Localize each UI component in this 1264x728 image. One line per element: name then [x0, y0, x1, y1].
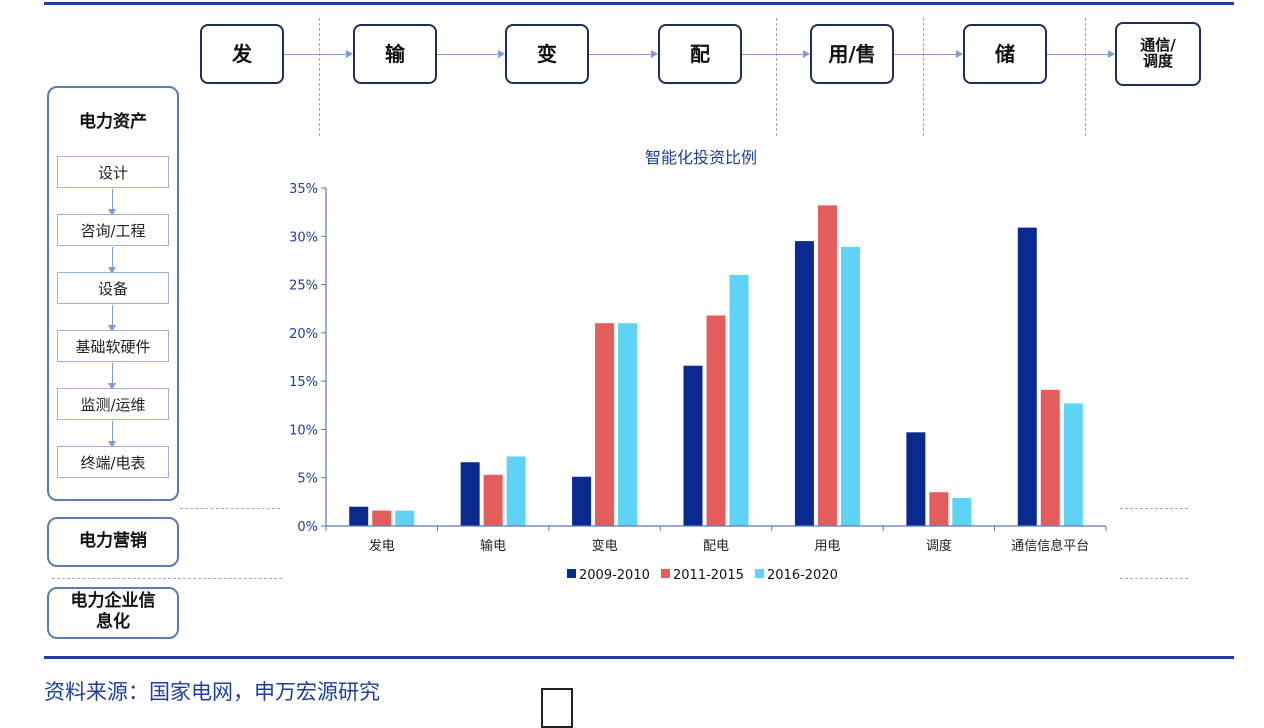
flow-arrow	[742, 49, 810, 58]
asset-item-terminal: 终端/电表	[57, 446, 169, 478]
x-tick-label: 通信信息平台	[1011, 538, 1089, 554]
separator-line	[1085, 18, 1086, 136]
down-arrow	[107, 305, 116, 332]
flow-arrow	[589, 49, 658, 58]
bar	[683, 365, 703, 526]
x-tick-label: 发电	[369, 538, 395, 554]
stage-storage: 储	[963, 24, 1047, 84]
separator-line	[923, 18, 924, 136]
bar	[618, 323, 638, 526]
asset-item-equipment: 设备	[57, 272, 169, 304]
y-tick-label: 15%	[289, 375, 318, 390]
legend-swatch	[755, 569, 764, 578]
legend-label: 2009-2010	[579, 568, 650, 583]
marketing-panel-title: 电力营销	[79, 531, 147, 551]
bar	[460, 462, 480, 526]
informatization-panel: 电力企业信 息化	[47, 587, 179, 639]
bar	[595, 323, 615, 526]
y-tick-label: 25%	[289, 279, 318, 294]
asset-panel-title: 电力资产	[79, 112, 147, 132]
x-axis: 发电 输电 变电 配电 用电 调度 通信信息平台	[325, 525, 1107, 554]
bar	[906, 432, 926, 526]
stage-consumption: 用/售	[810, 24, 894, 84]
legend-label: 2011-2015	[673, 568, 744, 583]
legend-swatch	[661, 569, 670, 578]
asset-item-monitoring: 监测/运维	[57, 388, 169, 420]
asset-panel: 电力资产 设计 咨询/工程 设备 基础软硬件 监测/运维 终端/电表	[47, 86, 179, 501]
separator-line	[1120, 578, 1188, 579]
flow-arrow	[1047, 49, 1115, 58]
down-arrow	[107, 189, 116, 216]
legend: 2009-2010 2011-2015 2016-2020	[567, 568, 838, 583]
x-tick-label: 输电	[480, 538, 506, 554]
down-arrow	[107, 363, 116, 390]
y-tick-label: 35%	[289, 182, 318, 197]
legend-label: 2016-2020	[767, 568, 838, 583]
y-tick-label: 30%	[289, 230, 318, 245]
separator-line	[776, 18, 777, 136]
flow-arrow	[894, 49, 963, 58]
x-tick-label: 配电	[703, 539, 729, 554]
bar	[372, 510, 392, 526]
x-tick-label: 变电	[592, 538, 618, 554]
bar	[1040, 389, 1060, 526]
bar	[794, 241, 814, 526]
x-tick-label: 用电	[814, 539, 840, 554]
bar	[572, 476, 592, 526]
y-tick-label: 0%	[297, 520, 318, 535]
bar	[395, 510, 415, 526]
y-axis: 0% 5% 10% 15% 20% 25% 30% 35%	[289, 182, 327, 535]
y-tick-label: 5%	[297, 472, 318, 487]
bar	[706, 315, 726, 526]
bar	[929, 492, 949, 526]
bar	[483, 474, 503, 526]
bar	[1063, 403, 1083, 526]
bottom-rule	[44, 656, 1234, 659]
bar	[840, 246, 860, 526]
x-tick-label: 调度	[926, 538, 952, 554]
flow-arrow	[437, 49, 505, 58]
separator-line	[180, 508, 280, 509]
stage-transmission: 输	[353, 24, 437, 84]
marketing-panel: 电力营销	[47, 517, 179, 567]
asset-item-design: 设计	[57, 156, 169, 188]
bars	[349, 205, 1083, 526]
bar	[349, 506, 369, 526]
asset-item-consulting: 咨询/工程	[57, 214, 169, 246]
separator-line	[319, 18, 320, 136]
down-arrow	[107, 421, 116, 448]
placeholder-box	[541, 688, 573, 728]
bar	[506, 456, 526, 526]
stage-distribution: 配	[658, 24, 742, 84]
bar	[729, 274, 749, 526]
chart-title: 智能化投资比例	[645, 148, 757, 167]
separator-line	[52, 578, 282, 579]
bar	[817, 205, 837, 526]
stage-transformation: 变	[505, 24, 589, 84]
separator-line	[1120, 508, 1188, 509]
top-rule	[44, 2, 1234, 5]
asset-item-infrastructure: 基础软硬件	[57, 330, 169, 362]
y-tick-label: 10%	[289, 423, 318, 438]
bar	[952, 497, 972, 526]
source-note: 资料来源：国家电网，申万宏源研究	[44, 680, 380, 704]
stage-generation: 发	[200, 24, 284, 84]
informatization-panel-title: 电力企业信 息化	[70, 591, 156, 633]
bar	[1017, 227, 1037, 526]
y-tick-label: 20%	[289, 327, 318, 342]
down-arrow	[107, 247, 116, 274]
stage-dispatch: 通信/ 调度	[1115, 22, 1201, 86]
investment-ratio-chart: 智能化投资比例 0% 5% 10% 15% 20% 25% 30% 35% 发电 输电 变电 配电 用…	[289, 148, 1107, 583]
flow-arrow	[284, 49, 353, 58]
legend-swatch	[567, 569, 576, 578]
